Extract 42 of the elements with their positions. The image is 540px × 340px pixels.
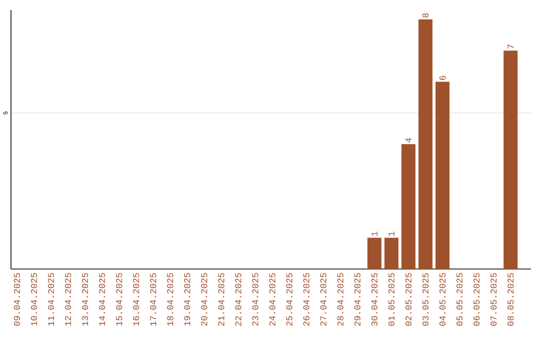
x-tick-label: 18.04.2025 <box>167 273 174 326</box>
x-tick-label: 15.04.2025 <box>116 273 122 326</box>
bar <box>401 144 416 269</box>
x-tick-label: 16.04.2025 <box>133 273 140 326</box>
bar <box>436 82 450 269</box>
bar <box>384 238 398 269</box>
x-tick-label: 08.05.2025 <box>508 273 514 326</box>
x-tick-label: 02.05.2025 <box>405 273 412 326</box>
x-tick-label: 14.04.2025 <box>99 273 106 326</box>
x-tick-label: 28.04.2025 <box>337 273 344 326</box>
data-label: 1 <box>388 232 394 236</box>
x-tick-label: 09.04.2025 <box>14 273 20 326</box>
x-tick-label: 04.05.2025 <box>439 273 446 326</box>
x-tick-label: 13.04.2025 <box>82 273 88 326</box>
x-tick-label: 23.04.2025 <box>252 273 258 326</box>
x-tick-label: 11.04.2025 <box>48 273 54 326</box>
x-tick-label: 17.04.2025 <box>150 273 156 326</box>
x-tick-label: 20.04.2025 <box>201 273 208 326</box>
data-label: 7 <box>508 44 514 49</box>
bar <box>367 238 382 269</box>
bar <box>418 19 432 269</box>
x-tick-label: 19.04.2025 <box>184 273 190 326</box>
x-tick-label: 10.04.2025 <box>30 273 38 326</box>
data-label: 1 <box>371 232 378 236</box>
data-label: 8 <box>422 13 429 18</box>
x-tick-label: 27.04.2025 <box>320 273 326 326</box>
x-tick-label: 05.05.2025 <box>456 273 463 326</box>
x-tick-label: 29.04.2025 <box>354 273 360 326</box>
x-tick-label: 26.04.2025 <box>303 273 310 326</box>
x-tick-label: 24.04.2025 <box>269 273 276 326</box>
x-tick-label: 12.04.2025 <box>64 273 72 326</box>
bar <box>504 50 518 269</box>
x-tick-label: 21.04.2025 <box>218 273 224 326</box>
x-tick-label: 01.05.2025 <box>388 273 394 326</box>
x-tick-label: 30.04.2025 <box>371 273 378 326</box>
x-tick-label: 25.04.2025 <box>286 273 292 326</box>
x-tick-label: 03.05.2025 <box>422 273 429 326</box>
data-label: 4 <box>406 138 412 143</box>
x-tick-label: 07.05.2025 <box>490 273 497 326</box>
x-tick-label: 06.05.2025 <box>474 273 480 326</box>
data-label: 6 <box>439 76 446 80</box>
x-tick-label: 22.04.2025 <box>235 273 242 326</box>
